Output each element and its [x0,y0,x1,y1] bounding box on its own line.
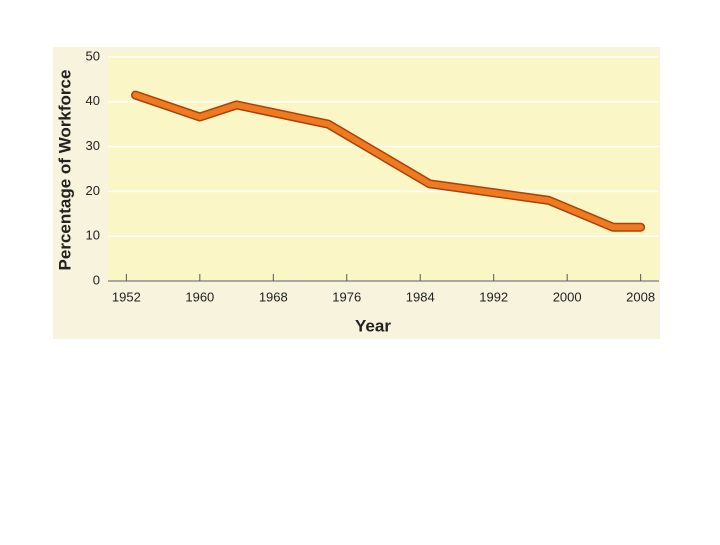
x-tick-label: 1952 [112,289,141,304]
x-tick-label: 2000 [553,289,582,304]
x-tick-label: 1984 [406,289,435,304]
plot-area [108,53,659,281]
y-tick-label: 50 [86,48,100,63]
y-axis-title: Percentage of Workforce [55,70,74,271]
x-tick-label: 1992 [479,289,508,304]
y-tick-label: 20 [86,183,100,198]
x-axis-title: Year [355,316,391,335]
x-tick-label: 2008 [626,289,655,304]
y-tick-label: 30 [86,138,100,153]
y-tick-label: 10 [86,228,100,243]
x-tick-label: 1976 [332,289,361,304]
x-tick-label: 1960 [185,289,214,304]
y-tick-label: 40 [86,93,100,108]
y-tick-label: 0 [93,272,100,287]
x-tick-label: 1968 [259,289,288,304]
line [132,92,644,231]
